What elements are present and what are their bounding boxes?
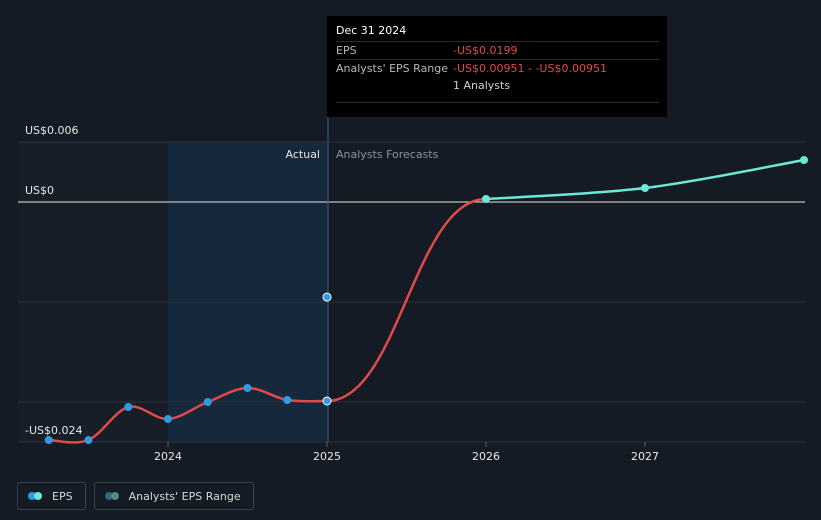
eps-point	[243, 384, 252, 392]
legend-range-icon	[104, 492, 121, 500]
series-line-2	[484, 158, 806, 201]
legend-eps-label: EPS	[52, 489, 73, 503]
eps-point	[283, 396, 292, 404]
x-tick-label: 2026	[472, 450, 500, 463]
tooltip-range-value: -US$0.00951 - -US$0.00951	[453, 62, 607, 75]
history-shade	[18, 142, 168, 442]
range-point	[322, 292, 332, 302]
tooltip-divider	[336, 102, 659, 103]
series-line-1	[325, 197, 488, 403]
tooltip-analysts-row: 1 Analysts	[336, 77, 659, 94]
series-points	[44, 156, 808, 444]
eps-point	[164, 415, 172, 423]
tooltip: Dec 31 2024 EPS -US$0.0199 Analysts' EPS…	[327, 16, 667, 117]
y-bottom-label: -US$0.024	[25, 424, 83, 437]
x-tick-label: 2024	[154, 450, 182, 463]
x-tick-label: 2027	[631, 450, 659, 463]
eps-point	[84, 436, 93, 444]
eps-point	[203, 398, 212, 406]
forecast-label: Analysts Forecasts	[336, 148, 439, 161]
legend-eps-icon	[28, 492, 44, 500]
tooltip-range-label: Analysts' EPS Range	[336, 62, 449, 75]
tooltip-eps-label: EPS	[336, 44, 357, 57]
gridlines	[18, 141, 805, 443]
eps-point	[322, 396, 332, 406]
legend: EPS Analysts' EPS Range	[17, 482, 254, 510]
legend-item-range[interactable]: Analysts' EPS Range	[93, 482, 254, 510]
tooltip-eps-row: EPS -US$0.0199	[336, 41, 659, 59]
x-axis-ticks: 2024 2025 2026 2027	[154, 442, 659, 463]
tooltip-analysts: 1 Analysts	[453, 79, 511, 92]
tooltip-eps-value: -US$0.0199	[453, 44, 518, 57]
y-zero-label: US$0	[25, 184, 54, 197]
forecast-point	[641, 184, 649, 192]
actual-label: Actual	[286, 148, 320, 161]
tooltip-range-row: Analysts' EPS Range -US$0.00951 - -US$0.…	[336, 59, 659, 77]
x-tick-label: 2025	[313, 450, 341, 463]
y-top-label: US$0.006	[25, 124, 79, 137]
forecast-point	[800, 156, 808, 164]
actual-highlight	[168, 142, 328, 442]
eps-point	[44, 436, 53, 444]
forecast-point	[482, 195, 490, 203]
tooltip-date: Dec 31 2024	[336, 24, 407, 37]
legend-range-label: Analysts' EPS Range	[128, 489, 241, 503]
eps-point	[124, 403, 133, 411]
legend-item-eps[interactable]: EPS	[17, 482, 86, 510]
